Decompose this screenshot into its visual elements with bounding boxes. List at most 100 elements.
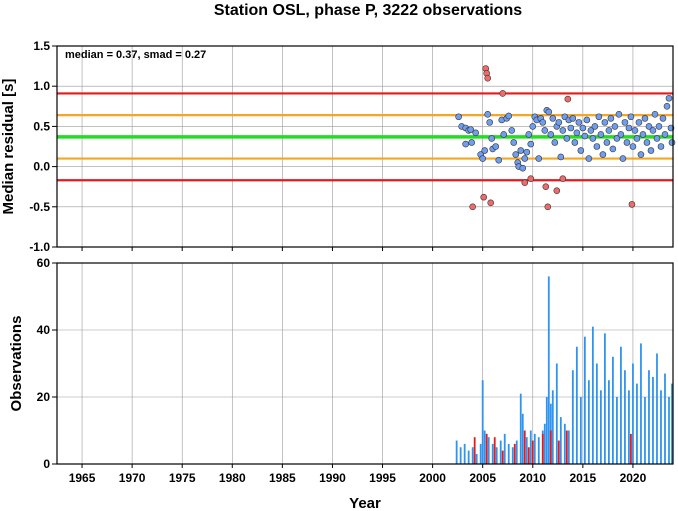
top-ytick-label: 0.5 — [33, 119, 50, 133]
observation-bar — [455, 440, 458, 464]
scatter-point — [611, 123, 619, 130]
scatter-point — [661, 131, 669, 138]
scatter-point — [595, 113, 603, 121]
observation-bar — [583, 336, 586, 464]
observation-bar — [525, 437, 528, 464]
scatter-point — [601, 119, 609, 126]
bottom-ytick-label: 0 — [43, 457, 50, 471]
observation-bar — [571, 370, 574, 464]
x-tick-label: 1990 — [319, 471, 346, 485]
observation-bar — [515, 440, 518, 464]
scatter-point — [657, 143, 665, 150]
observation-bar — [493, 437, 496, 464]
observation-bar — [636, 383, 638, 464]
x-tick-label: 2020 — [620, 471, 647, 485]
scatter-point — [577, 147, 585, 154]
bottom-ytick-label: 20 — [37, 390, 51, 404]
x-tick-label: 1995 — [369, 471, 396, 485]
scatter-point — [599, 151, 607, 158]
scatter-point — [521, 179, 529, 186]
observation-bar — [555, 363, 558, 464]
observation-bar — [648, 370, 650, 464]
scatter-point — [613, 135, 621, 142]
scatter-point — [655, 123, 663, 130]
scatter-point — [571, 139, 579, 146]
observation-bar — [656, 353, 658, 464]
residual-panel: 1.5 1.0 0.5 0.0 -0.5 -1.0 median = 0.37, smad … — [0, 39, 676, 254]
observation-bar — [531, 440, 534, 464]
scatter-point — [591, 123, 599, 130]
observation-bar — [527, 447, 530, 464]
observation-bar — [513, 443, 516, 464]
observation-bar — [519, 393, 522, 464]
observation-bar — [487, 437, 490, 464]
observation-bar — [587, 380, 590, 464]
scatter-point — [641, 115, 649, 122]
scatter-point — [517, 147, 525, 154]
scatter-point — [643, 139, 651, 146]
scatter-point — [486, 119, 494, 126]
observation-bar — [547, 276, 550, 464]
observation-bar — [616, 397, 618, 464]
scatter-point — [619, 155, 627, 162]
observation-bar — [628, 390, 630, 464]
scatter-point — [545, 108, 553, 116]
observation-bar — [459, 447, 462, 464]
scatter-point — [653, 135, 661, 142]
scatter-point — [559, 175, 567, 182]
top-ytick-label: 0.0 — [33, 160, 50, 174]
scatter-point — [551, 139, 559, 146]
observation-bar — [473, 437, 476, 464]
observations-panel: 60 40 20 0 1965 1970 1975 1980 1985 1990 1995 2000 2… — [8, 256, 674, 511]
scatter-point — [539, 119, 547, 126]
observation-bar — [652, 376, 654, 464]
stats-annotation: median = 0.37, smad = 0.27 — [65, 49, 206, 61]
scatter-point — [609, 145, 617, 153]
top-ytick-label: -1.0 — [29, 240, 50, 254]
observation-bar — [671, 383, 673, 464]
x-tick-label: 1980 — [219, 471, 246, 485]
top-ytick-label: 1.5 — [33, 39, 50, 53]
observation-bar — [485, 433, 488, 464]
scatter-point — [631, 127, 639, 134]
observation-bar — [521, 413, 524, 464]
scatter-point — [603, 139, 611, 146]
top-ytick-label: -0.5 — [29, 200, 50, 214]
scatter-point — [625, 124, 633, 132]
observation-bar — [668, 397, 670, 464]
scatter-point — [651, 111, 659, 118]
observation-bar — [563, 423, 566, 464]
top-ytick-label: 1.0 — [33, 79, 50, 93]
observation-bar — [567, 430, 570, 464]
scatter-point — [499, 90, 507, 97]
scatter-point — [575, 119, 583, 126]
scatter-point — [521, 155, 529, 162]
scatter-point — [527, 175, 535, 182]
scatter-point — [505, 112, 513, 120]
observation-bar — [537, 437, 540, 464]
bottom-frame — [56, 262, 674, 465]
x-tick-label: 1970 — [119, 471, 146, 485]
scatter-point — [484, 111, 491, 118]
scatter-point — [553, 187, 561, 195]
scatter-point — [569, 115, 577, 122]
observation-bar — [545, 397, 548, 464]
scatter-point — [563, 135, 571, 142]
x-tick-label: 2010 — [519, 471, 546, 485]
scatter-point — [472, 129, 479, 137]
observation-bar — [575, 346, 578, 464]
scatter-point — [508, 127, 516, 134]
observation-bar — [475, 453, 478, 464]
x-axis-label: Year — [349, 495, 381, 511]
x-tick-label: 2000 — [419, 471, 446, 485]
y-axis-label-residual: Median residual [s] — [0, 79, 17, 215]
observation-bar — [463, 443, 466, 464]
scatter-point — [579, 124, 587, 132]
scatter-point — [488, 135, 496, 142]
observation-bar — [479, 443, 482, 464]
chart-title: Station OSL, phase P, 3222 observations — [214, 2, 522, 19]
scatter-point — [547, 131, 555, 138]
scatter-point — [668, 139, 676, 146]
scatter-point — [555, 119, 563, 126]
